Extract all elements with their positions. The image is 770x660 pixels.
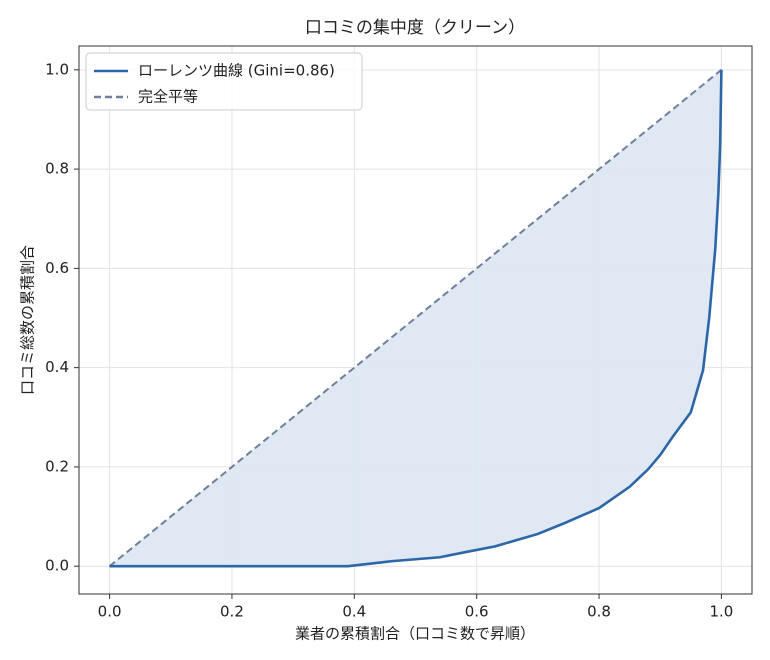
plot-frame (78, 45, 753, 595)
legend-label: 完全平等 (138, 88, 198, 106)
y-tick-label: 0.4 (45, 358, 69, 376)
y-tick-label: 0.0 (45, 557, 69, 575)
legend-label: ローレンツ曲線 (Gini=0.86) (138, 62, 335, 80)
x-tick-label: 0.0 (98, 603, 122, 621)
fill-area (109, 69, 722, 567)
x-tick-label: 1.0 (709, 603, 733, 621)
x-tick-label: 0.6 (465, 603, 489, 621)
x-tick-label: 0.4 (342, 603, 366, 621)
y-tick-label: 0.2 (45, 457, 69, 475)
legend-box (85, 52, 363, 111)
y-tick-label: 0.8 (45, 160, 69, 178)
x-axis-label: 業者の累積割合（口コミ数で昇順） (295, 625, 535, 643)
y-tick-label: 1.0 (45, 60, 69, 78)
chart-title: 口コミの集中度（クリーン） (305, 18, 525, 38)
series-line (109, 69, 723, 568)
y-axis-label: 口コミ総数の累積割合 (19, 245, 37, 395)
x-tick-label: 0.8 (587, 603, 611, 621)
x-tick-label: 0.2 (220, 603, 244, 621)
y-tick-label: 0.6 (45, 259, 69, 277)
